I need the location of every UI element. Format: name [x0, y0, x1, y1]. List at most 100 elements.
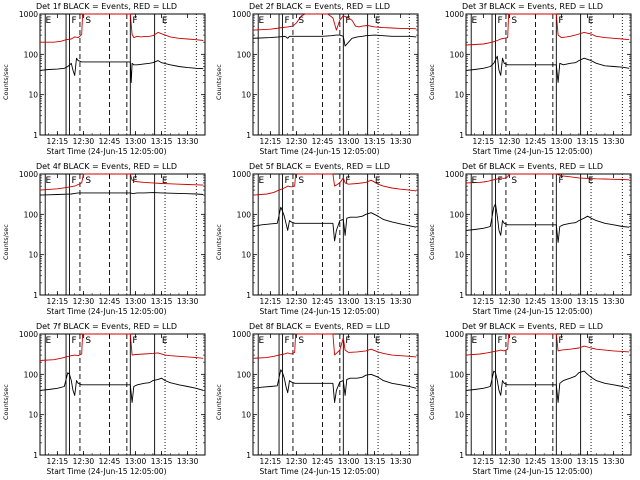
chart-svg: 1 10 100 1000 12:15 12:30 12:45 13:00 13:15 13:30…	[445, 170, 632, 306]
x-tick-label: 13:00	[125, 137, 147, 146]
region-label: S	[298, 336, 304, 346]
y-tick-label: 10	[454, 91, 464, 100]
y-tick-label: 10	[28, 91, 38, 100]
x-tick-label: 13:15	[577, 137, 599, 146]
chart-svg: 1 10 100 1000 12:15 12:30 12:45 13:00 13:15 13:30…	[19, 170, 206, 306]
region-label: S	[511, 16, 517, 26]
y-tick-label: 10	[241, 251, 251, 260]
lld-series-line	[39, 333, 204, 361]
x-tick-label: 12:15	[473, 297, 495, 306]
x-tick-label: 12:15	[473, 137, 495, 146]
y-tick-label: 10	[28, 251, 38, 260]
y-tick-label: 10	[454, 411, 464, 420]
chart-panel: Det 5f BLACK = Events, RED = LLD Start Ti…	[213, 160, 426, 320]
region-label: F	[345, 176, 350, 186]
plot-frame	[252, 13, 419, 136]
lld-series-line	[252, 333, 417, 359]
region-label: F	[498, 176, 503, 186]
region-label: F	[72, 336, 77, 346]
y-tick-label: 100	[450, 50, 465, 59]
x-tick-label: 12:45	[99, 457, 121, 466]
region-label: F	[132, 176, 137, 186]
y-tick-label: 1000	[19, 170, 38, 179]
x-tick-label: 13:00	[125, 297, 147, 306]
chart-panel: Det 2f BLACK = Events, RED = LLD Start Ti…	[213, 0, 426, 160]
events-series-line	[252, 369, 417, 403]
x-tick-label: 13:30	[603, 297, 625, 306]
x-tick-label: 12:30	[286, 457, 308, 466]
x-tick-label: 12:30	[499, 457, 521, 466]
region-label: E	[471, 176, 477, 186]
y-tick-label: 10	[241, 91, 251, 100]
x-tick-label: 12:45	[525, 457, 547, 466]
chart-panel: Det 8f BLACK = Events, RED = LLD Start Ti…	[213, 320, 426, 480]
plot-frame	[39, 333, 206, 456]
chart-title: Det 3f BLACK = Events, RED = LLD	[461, 2, 604, 11]
x-axis-label: Start Time (24-Jun-15 12:05:00)	[472, 147, 593, 156]
x-tick-label: 12:45	[312, 297, 334, 306]
plot-frame	[39, 13, 206, 136]
x-tick-label: 13:30	[390, 457, 412, 466]
region-label: E	[258, 176, 264, 186]
region-label: E	[588, 176, 594, 186]
region-label: F	[285, 176, 290, 186]
lld-series-line	[252, 13, 417, 31]
y-tick-label: 1	[459, 291, 464, 300]
lld-series-line	[39, 173, 204, 191]
events-series-line	[465, 370, 630, 403]
chart-panel: Det 1f BLACK = Events, RED = LLD Start Ti…	[0, 0, 213, 160]
x-tick-label: 12:15	[260, 297, 282, 306]
chart-panel: Det 7f BLACK = Events, RED = LLD Start Ti…	[0, 320, 213, 480]
x-tick-label: 13:00	[338, 137, 360, 146]
chart-panel: Det 3f BLACK = Events, RED = LLD Start Ti…	[426, 0, 639, 160]
x-axis-label: Start Time (24-Jun-15 12:05:00)	[46, 467, 167, 476]
chart-panel: Det 4f BLACK = Events, RED = LLD Start Ti…	[0, 160, 213, 320]
region-label: F	[345, 336, 350, 346]
x-tick-label: 12:15	[260, 137, 282, 146]
x-tick-label: 13:15	[151, 457, 173, 466]
lld-series-line	[40, 13, 204, 43]
x-tick-label: 12:15	[47, 457, 69, 466]
x-tick-label: 12:15	[47, 137, 69, 146]
y-tick-label: 1	[33, 291, 38, 300]
x-tick-label: 13:00	[551, 457, 573, 466]
y-tick-label: 1	[246, 451, 251, 460]
x-tick-label: 12:30	[499, 297, 521, 306]
x-tick-label: 12:30	[286, 297, 308, 306]
chart-svg: 1 10 100 1000 12:15 12:30 12:45 13:00 13:15 13:30…	[232, 170, 419, 306]
y-tick-label: 1000	[445, 330, 464, 339]
region-label: S	[511, 176, 517, 186]
region-label: E	[162, 336, 168, 346]
x-tick-label: 12:45	[312, 137, 334, 146]
x-tick-label: 13:15	[151, 297, 173, 306]
chart-panel: Det 6f BLACK = Events, RED = LLD Start Ti…	[426, 160, 639, 320]
region-label: F	[558, 16, 563, 26]
region-label: F	[72, 176, 77, 186]
region-label: S	[85, 16, 91, 26]
events-series-line	[465, 55, 630, 83]
chart-svg: 1 10 100 1000 12:15 12:30 12:45 13:00 13:15 13:30…	[445, 330, 632, 466]
lld-series-line	[465, 13, 630, 46]
region-label: E	[588, 16, 594, 26]
chart-panel: Det 9f BLACK = Events, RED = LLD Start Ti…	[426, 320, 639, 480]
region-label: E	[375, 16, 381, 26]
region-label: F	[285, 336, 290, 346]
x-tick-label: 13:15	[364, 457, 386, 466]
x-axis-label: Start Time (24-Jun-15 12:05:00)	[259, 307, 380, 316]
x-tick-label: 12:15	[260, 457, 282, 466]
region-label: E	[45, 16, 51, 26]
y-tick-label: 100	[450, 370, 465, 379]
x-tick-label: 12:45	[99, 137, 121, 146]
y-tick-label: 1000	[445, 170, 464, 179]
x-tick-label: 12:15	[47, 297, 69, 306]
plot-frame	[465, 13, 632, 136]
region-label: F	[132, 336, 137, 346]
y-tick-label: 1000	[19, 10, 38, 19]
x-tick-label: 12:45	[525, 297, 547, 306]
x-tick-label: 12:30	[73, 297, 95, 306]
events-series-line	[252, 34, 417, 47]
y-tick-label: 100	[24, 50, 39, 59]
region-label: E	[375, 336, 381, 346]
events-series-line	[39, 57, 204, 83]
y-tick-label: 1000	[232, 170, 251, 179]
